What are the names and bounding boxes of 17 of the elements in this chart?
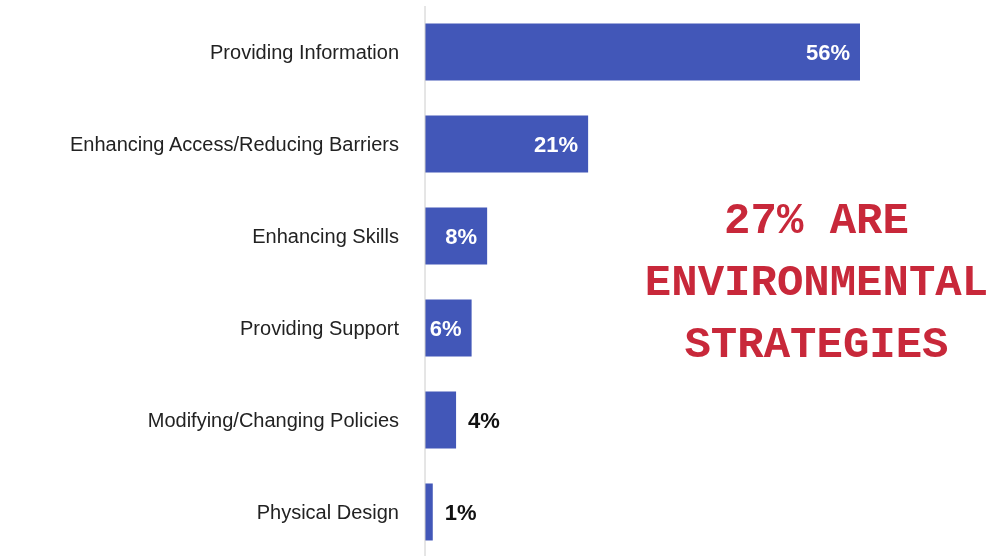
bar xyxy=(425,23,860,81)
bar xyxy=(425,391,457,449)
y-tick-label: Enhancing Skills xyxy=(252,225,399,248)
data-label: 1% xyxy=(444,499,477,525)
data-label: 56% xyxy=(805,39,850,65)
y-tick-label: Enhancing Access/Reducing Barriers xyxy=(69,133,399,156)
data-label: 21% xyxy=(534,131,579,157)
y-tick-label: Providing Support xyxy=(240,317,400,340)
y-tick-label: Modifying/Changing Policies xyxy=(147,409,399,432)
bar xyxy=(425,115,589,173)
y-tick-label: Providing Information xyxy=(210,41,399,64)
bar xyxy=(425,483,433,541)
data-label: 8% xyxy=(445,223,478,249)
data-label: 4% xyxy=(468,407,500,433)
y-tick-label: Physical Design xyxy=(256,501,399,524)
data-label: 6% xyxy=(429,315,462,341)
annotation: 27% ARE ENVIRONMENTAL STRATEGIES xyxy=(643,195,990,372)
